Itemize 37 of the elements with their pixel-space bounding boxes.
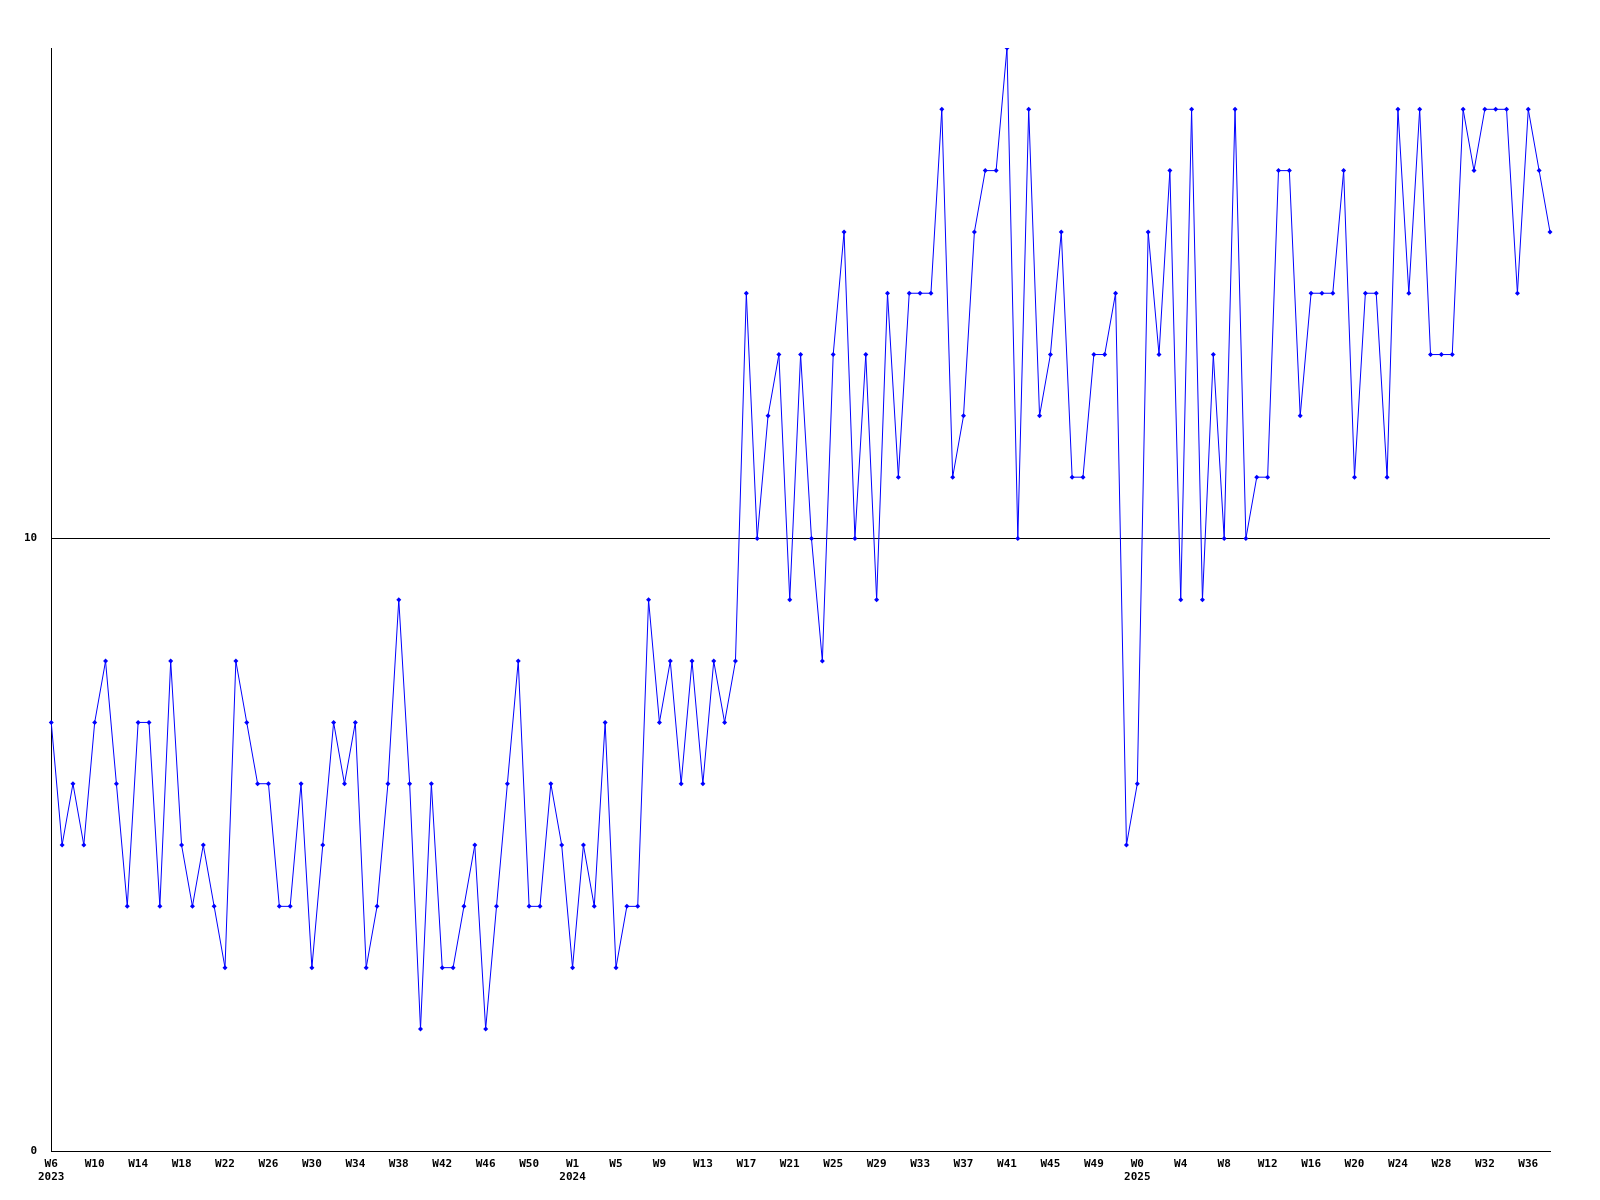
x-tick-label: W22 (215, 1157, 235, 1171)
x-tick-label: W49 (1083, 1157, 1104, 1171)
x-tick-label: W29 (866, 1157, 887, 1171)
x-tick-label: W9 (652, 1157, 667, 1171)
x-tick-label: W16 (1301, 1157, 1322, 1171)
x-tick-label: W38 (388, 1157, 409, 1171)
x-tick-label: W13 (692, 1157, 713, 1171)
x-tick-label: W10 (84, 1157, 105, 1171)
x-tick-label: W21 (779, 1157, 801, 1171)
x-tick-label: W45 (1040, 1157, 1061, 1171)
x-tick-label: W4 (1174, 1157, 1188, 1171)
x-tick-label: W37 (953, 1157, 974, 1171)
x-tick-label: W33 (910, 1157, 931, 1171)
x-tick-label: W25 (823, 1157, 844, 1171)
x-tick-label: W34 (345, 1157, 366, 1171)
x-tick-label: W42 (432, 1157, 453, 1171)
x-tick-label: W14 (128, 1157, 149, 1171)
x-tick-label: W32 (1474, 1157, 1495, 1171)
x-tick-label: W20 (1344, 1157, 1365, 1171)
x-tick-label: W41 (997, 1157, 1018, 1171)
x-tick-label: W5 (609, 1157, 623, 1171)
x-tick-label: W24 (1388, 1157, 1409, 1171)
x-tick-label: W17 (736, 1157, 757, 1171)
x-tick-label: W46 (475, 1157, 496, 1171)
x-tick-label: W30 (301, 1157, 322, 1171)
y-tick-label: 10 (24, 531, 38, 545)
x-tick-label: W50 (519, 1157, 540, 1171)
x-tick-label: W28 (1431, 1157, 1452, 1171)
x-tick-label: W1 2024 (559, 1157, 587, 1184)
x-tick-label: W36 (1518, 1157, 1539, 1171)
x-tick-label: W8 (1217, 1157, 1231, 1171)
x-tick-label: W26 (258, 1157, 279, 1171)
x-tick-label: W18 (171, 1157, 192, 1171)
x-tick-label: W0 2025 (1124, 1157, 1151, 1184)
x-tick-label: W12 (1257, 1157, 1278, 1171)
x-tick-label: W6 2023 (38, 1157, 65, 1184)
y-tick-label: 0 (30, 1144, 38, 1158)
